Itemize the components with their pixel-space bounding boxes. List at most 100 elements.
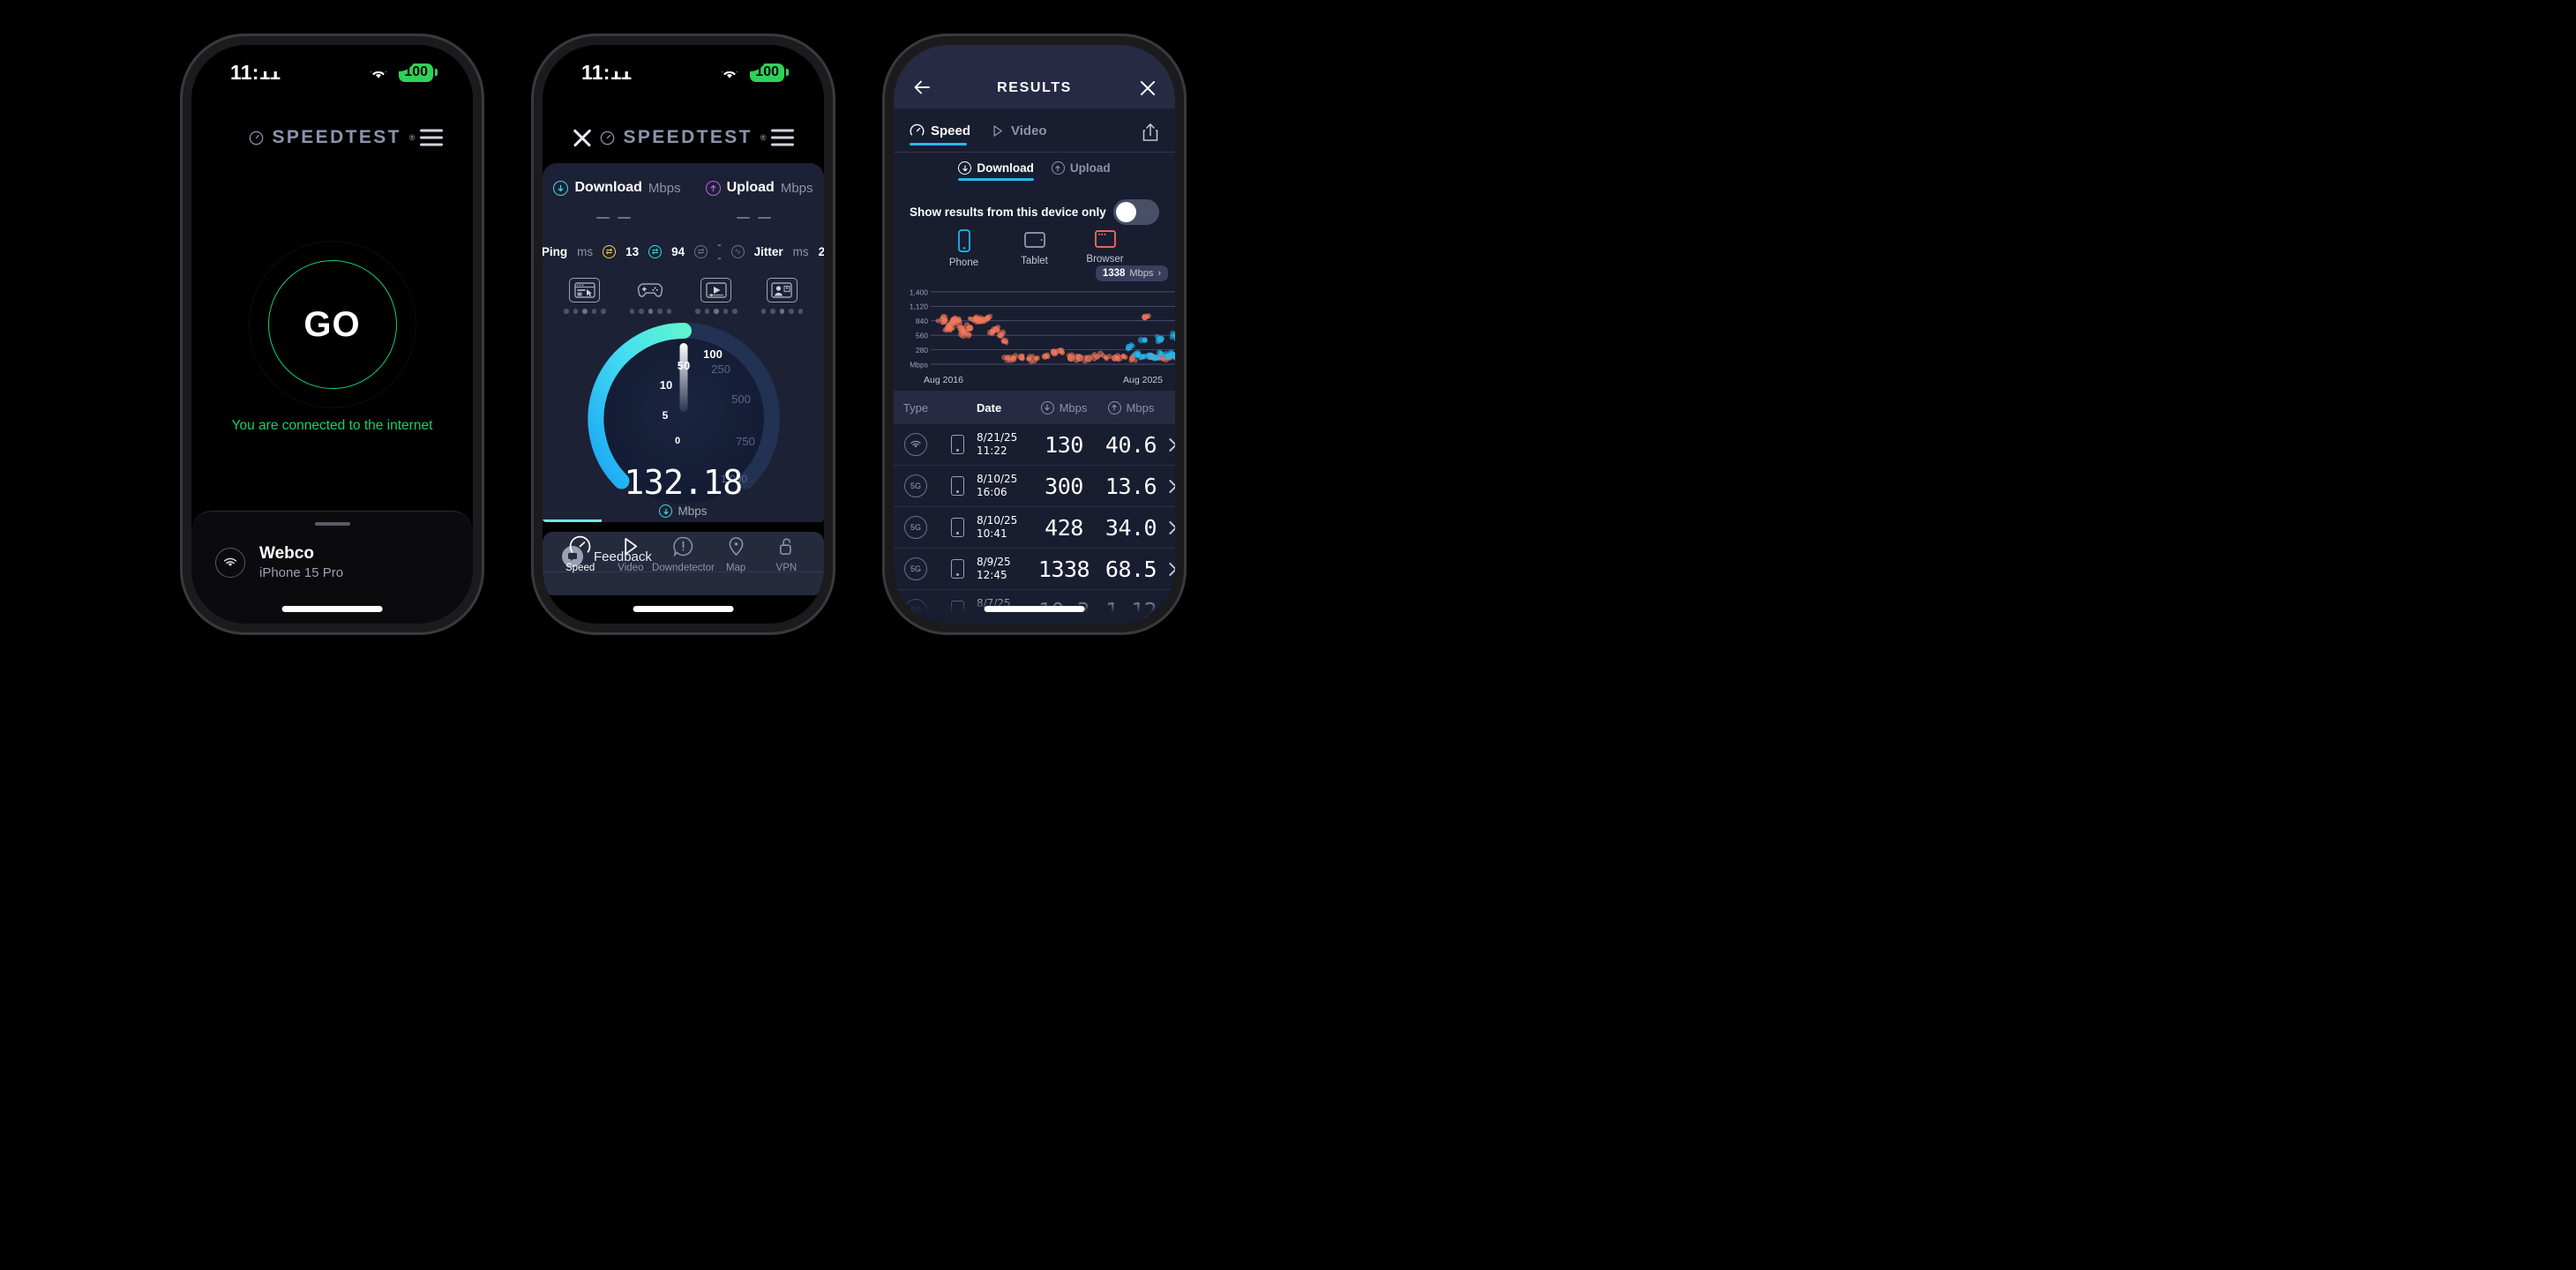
phone-icon: [951, 435, 964, 454]
chart-point: [1082, 359, 1087, 363]
upload-arrow-icon: [1052, 161, 1065, 175]
close-icon[interactable]: [571, 126, 594, 149]
chart-xlabel-end: Aug 2025: [1123, 375, 1163, 385]
chart-tooltip[interactable]: 1338 Mbps ›: [1096, 265, 1168, 281]
jitter-unit: ms: [793, 245, 809, 258]
cell-device: [938, 518, 977, 537]
svg-text:10: 10: [659, 378, 671, 392]
chevron-right-icon: [1164, 479, 1175, 493]
results-screen: RESULTS Speed Vi: [894, 45, 1175, 624]
results-scatter-chart: 1338 Mbps › 1,400 1,120 840 560 280 Mbps Aug …: [894, 276, 1175, 384]
download-arrow-icon: [958, 161, 971, 175]
column-upload[interactable]: Mbps: [1097, 401, 1165, 415]
test-card: Download Mbps Upload Mbps: [543, 163, 824, 522]
tab-label: Speed: [931, 123, 970, 138]
chart-point: [1142, 354, 1147, 358]
chart-point: [1117, 355, 1123, 361]
page-title: RESULTS: [997, 80, 1072, 96]
tab-vpn[interactable]: VPN: [761, 535, 812, 573]
device-type-tablet[interactable]: Tablet: [1009, 228, 1060, 268]
cellular-5g-icon: 5G: [904, 516, 927, 539]
device-filter-row[interactable]: Show results from this device only: [910, 193, 1159, 230]
tab-speed[interactable]: Speed: [555, 535, 605, 573]
brand-tm: ®: [760, 133, 767, 142]
wifi-icon: [904, 433, 927, 456]
chart-point: [956, 325, 961, 329]
cell-chevron[interactable]: [1165, 523, 1175, 533]
download-value-placeholder: [596, 217, 631, 219]
usecase-gaming: [630, 278, 672, 314]
go-button[interactable]: GO: [268, 260, 397, 389]
table-row[interactable]: 5G 8/10/25 10:41 428 34.0: [894, 507, 1175, 549]
upload-unit: Mbps: [781, 181, 813, 196]
tab-label: Video: [618, 563, 643, 573]
brand-name: SPEEDTEST: [623, 127, 752, 148]
tab-label: Video: [1011, 123, 1047, 138]
tab-video[interactable]: Video: [605, 535, 655, 573]
download-metric: Download Mbps: [553, 180, 680, 196]
upload-arrow-icon: [1108, 401, 1121, 415]
brand-header: SPEEDTEST ®: [543, 112, 824, 163]
chart-ytick: 560: [916, 332, 928, 340]
toggle-knob: [1116, 202, 1136, 222]
gauge-unit-row: Mbps: [543, 504, 824, 518]
connection-info: Webco iPhone 15 Pro: [215, 543, 455, 581]
back-arrow-icon[interactable]: [911, 77, 932, 98]
chart-point: [1156, 339, 1161, 344]
connection-status-text: You are connected to the internet: [191, 418, 473, 434]
cell-chevron[interactable]: [1165, 440, 1175, 450]
cell-device: [938, 435, 977, 454]
chart-point: [1138, 337, 1144, 343]
cell-type: 5G: [894, 474, 938, 497]
subtab-download[interactable]: Download: [958, 161, 1034, 181]
phone-home: 11:11 100: [180, 34, 484, 635]
device-filter-label: Show results from this device only: [910, 205, 1106, 219]
column-download[interactable]: Mbps: [1031, 401, 1097, 415]
share-icon[interactable]: [1142, 123, 1159, 142]
cell-type: [894, 433, 938, 456]
table-row[interactable]: 8/21/25 11:22 130 40.6: [894, 424, 1175, 466]
cell-chevron[interactable]: [1165, 482, 1175, 491]
hamburger-icon[interactable]: [771, 130, 794, 146]
cell-download: 130: [1031, 432, 1097, 458]
phone-test: 11:11 100: [531, 34, 835, 635]
cell-date: 8/10/25 16:06: [977, 473, 1031, 499]
chart-ytick: 1,120: [910, 303, 929, 311]
table-row[interactable]: 5G 8/9/25 12:45 1338 68.5: [894, 549, 1175, 590]
jitter-label: Jitter: [754, 245, 783, 258]
chart-point: [1058, 347, 1063, 353]
device-filter-toggle[interactable]: [1113, 199, 1159, 225]
chart-point: [954, 318, 960, 324]
subtab-upload[interactable]: Upload: [1052, 161, 1111, 181]
usecase-video-call: [761, 278, 804, 314]
phone-icon: [955, 228, 973, 253]
tab-label: Map: [726, 563, 745, 573]
go-button-label: GO: [268, 260, 397, 389]
hamburger-icon[interactable]: [420, 130, 443, 146]
chart-ytick: Mbps: [910, 360, 928, 369]
chart-point: [1031, 358, 1037, 364]
cell-date: 8/21/25 11:22: [977, 431, 1031, 458]
upload-arrow-icon: [706, 181, 721, 196]
usecase-streaming: [695, 278, 738, 314]
tab-downdetector[interactable]: Downdetector: [656, 535, 711, 573]
tab-video[interactable]: Video: [990, 123, 1047, 146]
chart-canvas: 1,4001,120840560280Mbps: [894, 276, 1175, 384]
chart-point: [1074, 356, 1080, 362]
chart-ytick: 280: [916, 346, 928, 355]
download-unit: Mbps: [648, 181, 681, 196]
close-icon[interactable]: [1138, 78, 1157, 98]
phone-icon: [951, 559, 964, 579]
chart-xlabel-start: Aug 2016: [924, 375, 963, 385]
ping-download-icon: ⇄: [648, 245, 662, 258]
table-row[interactable]: 5G 8/10/25 16:06 300 13.6: [894, 466, 1175, 507]
device-type-browser[interactable]: Browser: [1080, 228, 1131, 268]
tab-map[interactable]: Map: [711, 535, 761, 573]
drag-handle[interactable]: [315, 522, 350, 526]
chart-point: [945, 328, 949, 332]
chart-point: [1001, 355, 1007, 360]
tab-speed[interactable]: Speed: [910, 123, 970, 146]
usecase-tiles: [543, 278, 824, 314]
cell-chevron[interactable]: [1165, 564, 1175, 574]
device-type-phone[interactable]: Phone: [939, 228, 990, 268]
